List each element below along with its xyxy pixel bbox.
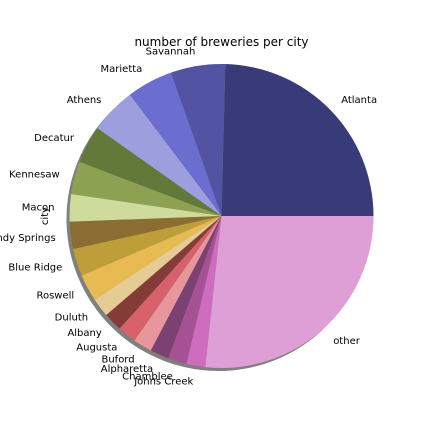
- chart-title: number of breweries per city: [134, 35, 308, 49]
- pie-slice-macon: [69, 194, 222, 222]
- pie-slice-blue-ridge: [73, 216, 222, 276]
- pie-label-duluth: Duluth: [55, 312, 88, 323]
- pie-label-buford: Buford: [101, 354, 134, 365]
- pie-label-albany: Albany: [67, 328, 101, 339]
- pie-slice-roswell: [81, 216, 222, 300]
- pie-slice-duluth: [94, 216, 222, 316]
- pie-slice-decatur: [79, 128, 222, 216]
- pie-slice-albany: [106, 216, 222, 329]
- pie-label-athens: Athens: [67, 95, 102, 106]
- pie-label-alpharetta: Alpharetta: [101, 364, 153, 375]
- pie-label-atlanta: Atlanta: [341, 95, 377, 106]
- pie-slice-johns-creek: [186, 216, 222, 368]
- pie-slice-augusta: [119, 216, 222, 341]
- pie-slice-chamblee: [168, 216, 222, 364]
- pie-label-blue-ridge: Blue Ridge: [8, 263, 62, 274]
- pie-slice-alpharetta: [150, 216, 222, 359]
- pie-slice-athens: [97, 94, 222, 216]
- pie-label-marietta: Marietta: [101, 64, 143, 75]
- y-axis-label: city: [40, 207, 51, 225]
- pie-label-roswell: Roswell: [36, 291, 74, 302]
- pie-slice-atlanta: [221, 64, 374, 216]
- pie-slice-kennesaw: [71, 161, 222, 216]
- pie-label-johns-creek: Johns Creek: [133, 376, 193, 387]
- pie-slice-savannah: [170, 64, 226, 216]
- pie-label-savannah: Savannah: [146, 46, 196, 57]
- pie-label-chamblee: Chamblee: [122, 372, 173, 383]
- pie-label-kennesaw: Kennesaw: [9, 169, 60, 180]
- pie-label-sandy-springs: Sandy Springs: [0, 233, 56, 244]
- pie-slice-layer: [69, 64, 374, 369]
- pie-slice-buford: [134, 216, 222, 351]
- pie-slice-sandy-springs: [69, 216, 222, 250]
- pie-label-decatur: Decatur: [34, 133, 75, 144]
- pie-slice-other: [205, 216, 374, 369]
- pie-label-other: other: [333, 336, 361, 347]
- pie-label-macon: Macon: [22, 203, 55, 214]
- pie-slice-marietta: [129, 72, 222, 216]
- pie-label-augusta: Augusta: [76, 342, 117, 353]
